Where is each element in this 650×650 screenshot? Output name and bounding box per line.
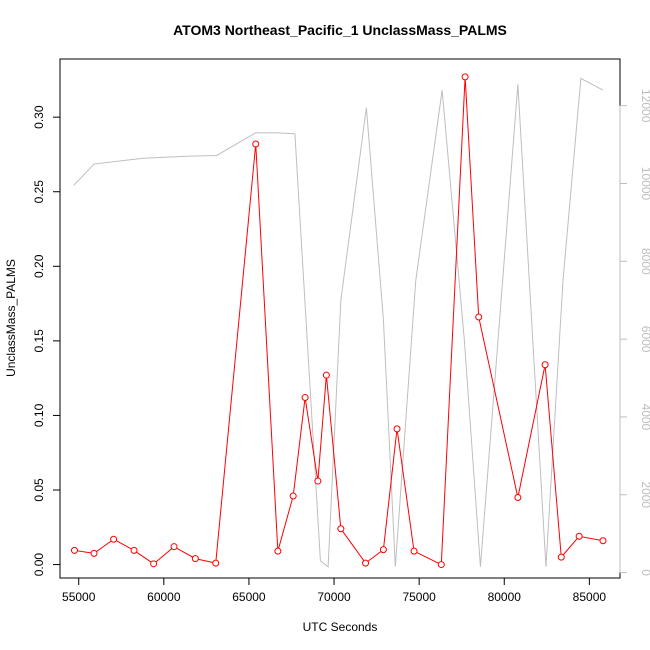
y2-tick-label: 10000	[639, 167, 650, 201]
data-point	[301, 394, 309, 402]
chart-title: ATOM3 Northeast_Pacific_1 UnclassMass_PA…	[173, 22, 507, 38]
data-point	[557, 553, 565, 561]
y2-tick-label: 6000	[639, 326, 650, 353]
data-point	[212, 559, 220, 567]
y-tick-label: 0.10	[32, 403, 46, 427]
y-tick-label: 0.05	[32, 478, 46, 502]
x-tick-label: 85000	[573, 590, 607, 604]
y-axis-right: 0 2000 4000 6000 8000 10000 12000	[619, 89, 650, 576]
series-layer	[70, 73, 607, 569]
y-tick-label: 0.15	[32, 329, 46, 353]
y2-tick-label: 12000	[639, 89, 650, 123]
y-tick-label: 0.20	[32, 254, 46, 278]
x-axis: 55000 60000 65000 70000 75000 80000 85000	[62, 577, 607, 604]
data-point	[599, 537, 607, 545]
data-point	[461, 73, 469, 81]
data-point	[337, 525, 345, 533]
data-point	[150, 560, 158, 568]
data-point	[575, 532, 583, 540]
data-point	[514, 493, 522, 501]
data-point	[90, 549, 98, 557]
data-point	[437, 561, 445, 569]
x-tick-label: 80000	[488, 590, 522, 604]
y2-tick-label: 2000	[639, 481, 650, 508]
data-point	[274, 547, 282, 555]
primary-series-line	[74, 76, 604, 566]
y-tick-label: 0.25	[32, 180, 46, 204]
secondary-series-line	[73, 77, 604, 568]
x-tick-label: 60000	[147, 590, 181, 604]
data-point	[322, 371, 330, 379]
data-point	[541, 361, 549, 369]
y-tick-label: 0.00	[32, 553, 46, 577]
data-point	[130, 546, 138, 554]
x-axis-label: UTC Seconds	[303, 620, 378, 634]
y-axis-left: 0.00 0.05 0.10 0.15 0.20 0.25 0.30	[32, 105, 61, 577]
y-axis-label: UnclassMass_PALMS	[4, 259, 18, 377]
data-point	[191, 555, 199, 563]
y2-tick-label: 0	[639, 569, 650, 576]
x-tick-label: 70000	[317, 590, 351, 604]
data-point	[379, 546, 387, 554]
y2-tick-label: 8000	[639, 248, 650, 275]
y2-tick-label: 4000	[639, 404, 650, 431]
data-point	[252, 140, 260, 148]
data-point	[289, 492, 297, 500]
data-point	[410, 547, 418, 555]
x-tick-label: 75000	[402, 590, 436, 604]
x-tick-label: 65000	[232, 590, 266, 604]
data-point	[314, 477, 322, 485]
data-point	[475, 313, 483, 321]
data-point	[362, 559, 370, 567]
data-point	[393, 425, 401, 433]
x-tick-label: 55000	[62, 590, 96, 604]
data-point	[110, 535, 118, 543]
y-tick-label: 0.30	[32, 105, 46, 129]
data-point	[170, 543, 178, 551]
data-point	[70, 546, 78, 554]
